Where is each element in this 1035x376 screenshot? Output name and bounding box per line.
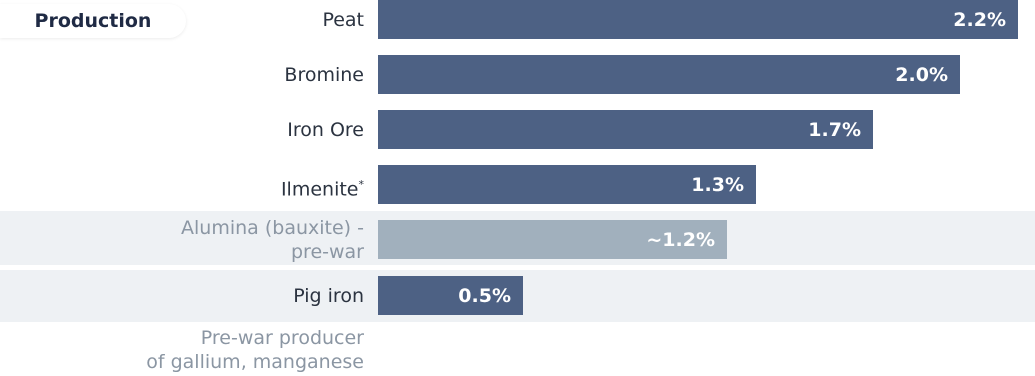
footer-note: Pre-war producer of gallium, manganese [146, 326, 364, 374]
category-label-bromine: Bromine [284, 64, 364, 86]
bar-value-label: 1.3% [691, 173, 744, 196]
category-label-peat: Peat [322, 9, 364, 31]
category-label-ilmenite: Ilmenite* [281, 173, 364, 201]
bar-alumina: ~1.2% [378, 220, 727, 259]
bar-value-label: 0.5% [458, 284, 511, 307]
category-label-alumina: Alumina (bauxite) - pre-war [181, 216, 364, 264]
production-pill: Production [0, 4, 186, 38]
bar-value-label: 2.0% [895, 63, 948, 86]
bar-value-label: 1.7% [808, 118, 861, 141]
alumina-label-line2: pre-war [291, 241, 364, 263]
bar-value-label: 2.2% [953, 8, 1006, 31]
bar-value-label: ~1.2% [646, 228, 715, 251]
bar-pig-iron: 0.5% [378, 276, 523, 315]
footer-note-line1: Pre-war producer [200, 327, 364, 349]
category-label-pig-iron: Pig iron [293, 285, 364, 307]
ilmenite-text: Ilmenite [280, 178, 359, 201]
bar-bromine: 2.0% [378, 55, 960, 94]
category-label-iron-ore: Iron Ore [287, 119, 364, 141]
bar-peat: 2.2% [378, 0, 1018, 39]
bar-ilmenite: 1.3% [378, 165, 756, 204]
footer-note-line2: of gallium, manganese [146, 351, 364, 373]
ilmenite-footnote-mark: * [358, 178, 365, 191]
bar-iron-ore: 1.7% [378, 110, 873, 149]
alumina-label-line1: Alumina (bauxite) - [181, 217, 364, 239]
